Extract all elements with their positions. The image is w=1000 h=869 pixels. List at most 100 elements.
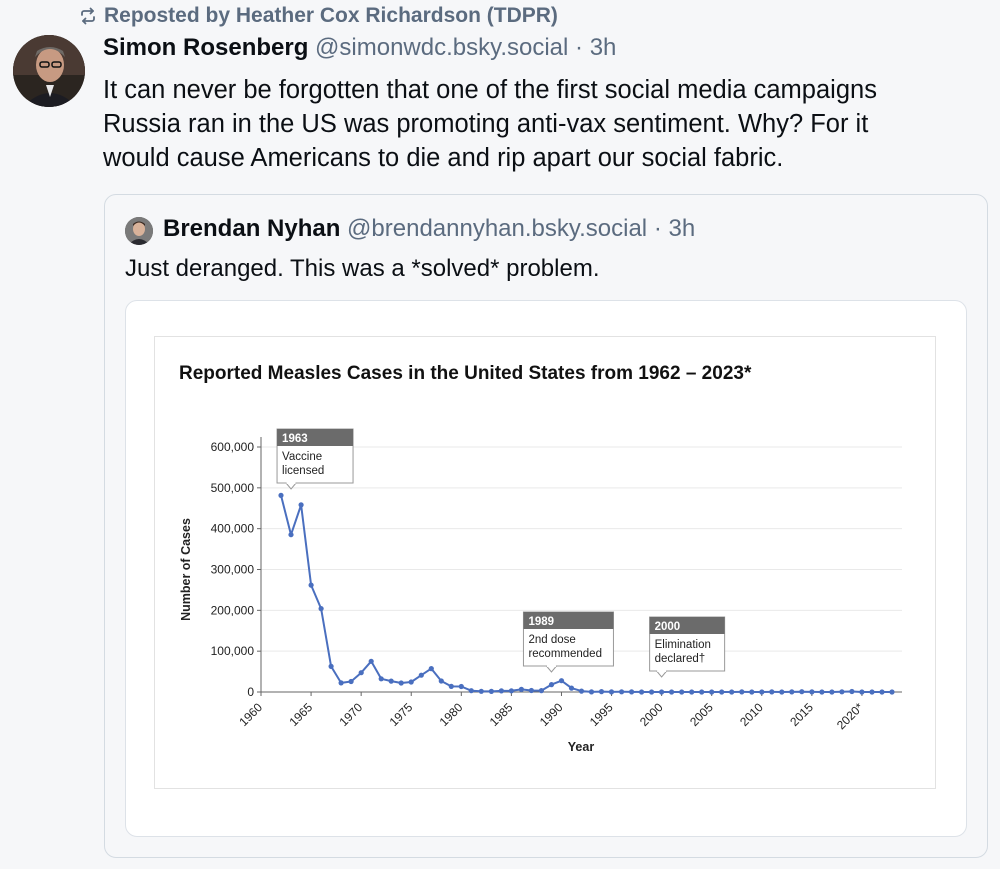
data-point: [438, 678, 444, 684]
x-tick-label: 2020*: [834, 700, 866, 732]
data-point: [779, 689, 785, 695]
data-point: [869, 689, 875, 695]
annotation-text: Elimination: [655, 639, 711, 651]
annotation: 1963 Vaccine licensed: [276, 428, 354, 490]
data-point: [699, 689, 705, 695]
data-point: [739, 689, 745, 695]
data-point: [629, 689, 635, 695]
data-point: [378, 676, 384, 682]
data-point: [478, 688, 484, 694]
annotation-pointer: [546, 665, 557, 673]
data-point: [619, 689, 625, 695]
annotation-year: 1989: [528, 616, 554, 628]
x-tick-label: 1960: [236, 700, 265, 729]
x-tick-label: 2005: [687, 700, 716, 729]
data-point: [588, 689, 595, 695]
x-tick-label: 2000: [637, 700, 666, 729]
avatar[interactable]: [13, 35, 85, 107]
annotation-pointer: [285, 482, 297, 490]
data-point: [408, 679, 414, 685]
author-handle[interactable]: @simonwdc.bsky.social: [315, 34, 569, 61]
x-tick-label: 1970: [336, 700, 365, 729]
data-point: [328, 663, 334, 669]
data-point: [809, 689, 815, 695]
data-point: [568, 685, 575, 691]
quote-text: Just deranged. This was a *solved* probl…: [125, 255, 600, 282]
data-point: [538, 688, 544, 694]
post-text: It can never be forgotten that one of th…: [103, 73, 973, 175]
post-text-line: would cause Americans to die and rip apa…: [103, 144, 784, 172]
annotation-year: 1963: [282, 433, 308, 445]
data-point: [498, 688, 504, 694]
annotation-header: [649, 617, 725, 634]
data-point: [288, 532, 294, 538]
data-point: [759, 689, 765, 695]
y-tick-label: 600,000: [211, 440, 255, 454]
x-tick-label: 2010: [737, 700, 766, 729]
data-point: [388, 678, 394, 684]
data-point: [819, 689, 825, 695]
annotation-text: declared†: [655, 653, 706, 665]
data-point: [558, 678, 565, 684]
annotation-gap: [286, 482, 296, 484]
y-tick-label: 200,000: [211, 603, 255, 617]
data-point: [318, 606, 324, 612]
annotation-text: 2nd dose: [528, 634, 575, 646]
x-tick-label: 1985: [487, 700, 516, 729]
repost-indicator[interactable]: Reposted by Heather Cox Richardson (TDPR…: [78, 4, 558, 28]
annotation: 2000 Elimination declared†: [649, 616, 726, 678]
y-tick-label: 500,000: [211, 481, 255, 495]
quote-avatar[interactable]: [125, 217, 153, 245]
data-point: [829, 689, 835, 695]
separator: ·: [653, 215, 662, 242]
y-tick-label: 100,000: [211, 644, 255, 658]
quote-header: Brendan Nyhan @brendannyhan.bsky.social …: [163, 215, 695, 243]
x-tick-label: 2015: [787, 700, 816, 729]
data-point: [488, 688, 494, 694]
quote-author-handle[interactable]: @brendannyhan.bsky.social: [347, 215, 648, 242]
data-point: [348, 678, 354, 685]
post-time[interactable]: 3h: [589, 34, 617, 61]
annotation-gap: [546, 665, 556, 667]
annotation-text: Vaccine: [282, 451, 322, 463]
data-point: [598, 689, 605, 695]
data-point: [789, 689, 795, 695]
data-point: [358, 670, 364, 676]
data-point: [719, 689, 725, 695]
quote-author-name[interactable]: Brendan Nyhan: [163, 215, 341, 242]
data-point: [659, 689, 665, 695]
separator: ·: [575, 34, 584, 61]
data-point: [518, 686, 524, 692]
repost-text: Reposted by Heather Cox Richardson (TDPR…: [104, 4, 558, 27]
chart-title: Reported Measles Cases in the United Sta…: [179, 363, 752, 384]
data-point: [709, 689, 715, 695]
author-name[interactable]: Simon Rosenberg: [103, 34, 309, 61]
data-point: [749, 689, 755, 695]
annotation-text: licensed: [282, 465, 324, 477]
data-point: [398, 680, 404, 686]
repost-icon: [78, 6, 98, 26]
data-point: [448, 683, 454, 689]
quote-time[interactable]: 3h: [668, 215, 696, 242]
data-point: [729, 689, 735, 695]
data-point: [578, 688, 585, 694]
x-tick-label: 1995: [587, 700, 616, 729]
x-tick-label: 1990: [537, 700, 566, 729]
data-point: [639, 689, 645, 695]
data-point: [889, 689, 895, 695]
data-point: [849, 688, 855, 695]
data-point: [528, 687, 534, 694]
y-tick-label: 0: [247, 685, 254, 699]
quote-post[interactable]: Brendan Nyhan @brendannyhan.bsky.social …: [104, 194, 988, 858]
chart-image: Reported Measles Cases in the United Sta…: [154, 336, 936, 789]
data-point: [468, 688, 474, 694]
data-point: [839, 689, 845, 695]
image-embed[interactable]: Reported Measles Cases in the United Sta…: [125, 300, 967, 837]
data-point: [508, 688, 514, 694]
data-point: [428, 666, 434, 672]
annotation: 1989 2nd dose recommended: [522, 611, 614, 673]
annotation-header: [277, 429, 354, 446]
x-axis-label: Year: [568, 740, 595, 754]
data-point: [799, 689, 805, 695]
x-tick-label: 1975: [387, 700, 416, 729]
